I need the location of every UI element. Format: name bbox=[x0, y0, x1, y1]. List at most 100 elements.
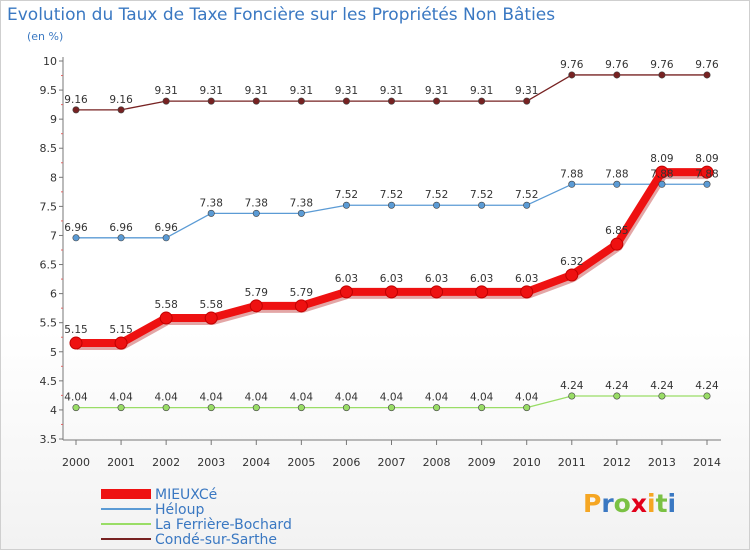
data-point bbox=[655, 165, 669, 179]
y-tick-label: 7.5 bbox=[40, 200, 58, 213]
y-tick-label: 6.5 bbox=[40, 259, 58, 272]
x-tick-label: 2005 bbox=[287, 456, 315, 469]
x-tick-label: 2010 bbox=[513, 456, 541, 469]
data-label: 9.31 bbox=[515, 85, 538, 97]
data-point bbox=[478, 404, 486, 412]
data-label: 9.76 bbox=[605, 59, 629, 71]
data-label: 7.88 bbox=[605, 168, 628, 180]
x-tick-label: 2012 bbox=[603, 456, 631, 469]
data-label: 4.04 bbox=[515, 392, 539, 404]
data-labels: 9.16 9.16 9.31 9.31 9.31 9.31 9.31 9.31 9.31 9.31… bbox=[64, 59, 719, 404]
data-point bbox=[252, 209, 260, 217]
data-point bbox=[703, 180, 711, 188]
logo-letter: r bbox=[601, 489, 614, 518]
logo-letter: P bbox=[583, 489, 602, 518]
data-point bbox=[433, 201, 441, 209]
data-label: 9.31 bbox=[154, 85, 177, 97]
data-label: 4.04 bbox=[64, 392, 88, 404]
y-tick-label: 4 bbox=[50, 404, 57, 417]
data-label: 7.88 bbox=[560, 168, 583, 180]
data-point bbox=[114, 336, 128, 350]
data-label: 8.09 bbox=[695, 153, 718, 165]
data-label: 6.32 bbox=[560, 256, 583, 268]
legend-label: La Ferrière-Bochard bbox=[155, 517, 292, 533]
y-tick-label: 8.5 bbox=[40, 142, 58, 155]
data-point bbox=[72, 106, 80, 114]
data-label: 7.52 bbox=[515, 189, 538, 201]
data-point bbox=[387, 97, 395, 105]
data-point bbox=[204, 311, 218, 325]
x-tick-label: 2004 bbox=[242, 456, 270, 469]
x-tick-label: 2000 bbox=[62, 456, 90, 469]
data-point bbox=[207, 97, 215, 105]
data-point bbox=[72, 234, 80, 242]
data-label: 9.31 bbox=[245, 85, 268, 97]
data-label: 8.09 bbox=[650, 153, 673, 165]
y-tick-label: 3.5 bbox=[40, 433, 58, 446]
data-point bbox=[297, 404, 305, 412]
data-point bbox=[159, 311, 173, 325]
data-label: 4.04 bbox=[290, 392, 314, 404]
data-label: 4.04 bbox=[470, 392, 494, 404]
data-point bbox=[475, 285, 489, 299]
data-point bbox=[297, 209, 305, 217]
logo-letter: t bbox=[655, 489, 668, 518]
data-label: 9.76 bbox=[650, 59, 674, 71]
data-point bbox=[433, 97, 441, 105]
x-tick-label: 2014 bbox=[693, 456, 721, 469]
data-label: 6.85 bbox=[605, 225, 628, 237]
data-label: 7.52 bbox=[380, 189, 403, 201]
data-point bbox=[700, 165, 714, 179]
data-label: 7.52 bbox=[335, 189, 358, 201]
data-label: 4.04 bbox=[200, 392, 224, 404]
data-label: 4.04 bbox=[245, 392, 269, 404]
data-point bbox=[478, 97, 486, 105]
data-label: 4.04 bbox=[425, 392, 449, 404]
data-label: 7.38 bbox=[200, 197, 223, 209]
data-label: 7.38 bbox=[290, 197, 313, 209]
data-point bbox=[162, 234, 170, 242]
data-point bbox=[252, 404, 260, 412]
x-tick-label: 2006 bbox=[332, 456, 360, 469]
data-point bbox=[430, 285, 444, 299]
logo-letter: x bbox=[630, 489, 647, 518]
data-point bbox=[523, 201, 531, 209]
data-point bbox=[478, 201, 486, 209]
data-point bbox=[342, 404, 350, 412]
data-label: 9.31 bbox=[290, 85, 313, 97]
y-tick-label: 4.5 bbox=[40, 375, 58, 388]
y-tick-label: 9 bbox=[50, 113, 57, 126]
chart-title: Evolution du Taux de Taxe Foncière sur l… bbox=[7, 5, 556, 25]
x-tick-label: 2002 bbox=[152, 456, 180, 469]
x-tick-label: 2003 bbox=[197, 456, 225, 469]
data-point bbox=[69, 336, 83, 350]
y-tick-label: 5.5 bbox=[40, 317, 58, 330]
data-point bbox=[568, 180, 576, 188]
logo-letter: i bbox=[667, 489, 677, 518]
data-label: 5.15 bbox=[64, 324, 87, 336]
proxiti-logo: Proxiti bbox=[583, 489, 676, 518]
logo-letter: o bbox=[613, 489, 631, 518]
logo-letter: i bbox=[647, 489, 656, 518]
data-point bbox=[207, 209, 215, 217]
data-label: 7.38 bbox=[245, 197, 268, 209]
series-points bbox=[69, 71, 714, 412]
data-label: 9.31 bbox=[425, 85, 448, 97]
data-label: 4.24 bbox=[605, 380, 629, 392]
data-point bbox=[658, 392, 666, 400]
legend-label: Condé-sur-Sarthe bbox=[155, 532, 277, 548]
data-label: 5.79 bbox=[245, 287, 268, 299]
data-point bbox=[568, 71, 576, 79]
axes: 3.5 4 4.5 5 5.5 6 6.5 7 7.5 8 8.5 9 9.5 10 2000 2001 200… bbox=[40, 55, 721, 469]
data-label: 4.04 bbox=[109, 392, 133, 404]
data-point bbox=[297, 97, 305, 105]
data-label: 6.03 bbox=[425, 273, 448, 285]
data-label: 7.88 bbox=[650, 168, 673, 180]
data-label: 4.04 bbox=[154, 392, 178, 404]
data-point bbox=[162, 97, 170, 105]
data-point bbox=[565, 268, 579, 282]
data-label: 6.96 bbox=[109, 222, 133, 234]
data-point bbox=[523, 404, 531, 412]
data-point bbox=[387, 201, 395, 209]
